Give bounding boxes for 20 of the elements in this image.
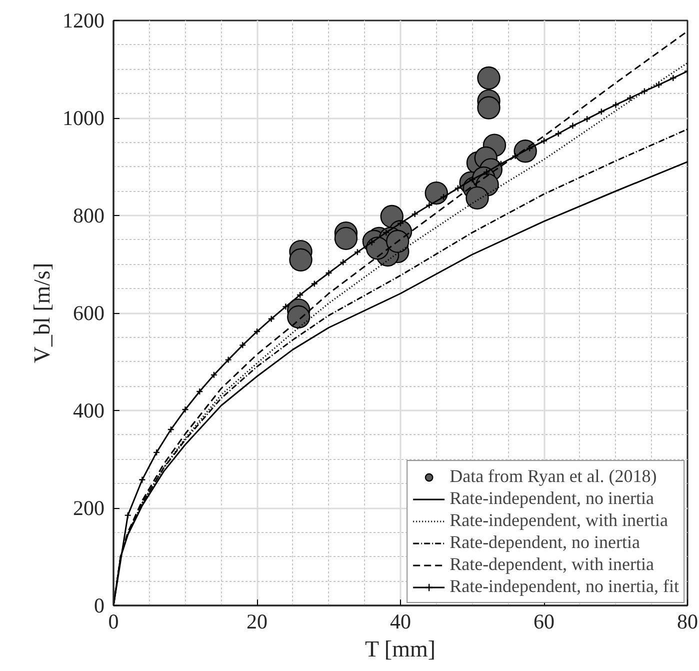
y-tick-label: 0 xyxy=(94,594,104,618)
x-tick-label: 60 xyxy=(534,610,554,634)
y-tick-label: 1000 xyxy=(62,106,104,130)
y-axis-title: V_bl [m/s] xyxy=(30,262,54,364)
legend-label: Data from Ryan et al. (2018) xyxy=(450,466,657,487)
legend-label: Rate-dependent, with inertia xyxy=(450,554,654,575)
legend-label: Rate-independent, no inertia xyxy=(450,488,654,509)
y-tick-label: 600 xyxy=(73,301,104,325)
y-tick-label: 1200 xyxy=(62,8,104,32)
x-tick-label: 40 xyxy=(390,610,411,634)
x-tick-label: 80 xyxy=(677,610,698,634)
y-tick-label: 200 xyxy=(73,496,104,520)
y-tick-label: 400 xyxy=(73,398,104,422)
legend-label: Rate-independent, no inertia, fit xyxy=(450,576,679,597)
x-tick-label: 20 xyxy=(246,610,268,634)
y-tick-label: 800 xyxy=(73,204,104,228)
legend-label: Rate-independent, with inertia xyxy=(450,510,668,531)
x-axis-title: T [mm] xyxy=(365,636,436,662)
legend-label: Rate-dependent, no inertia xyxy=(450,532,640,553)
x-tick-label: 0 xyxy=(108,610,119,634)
